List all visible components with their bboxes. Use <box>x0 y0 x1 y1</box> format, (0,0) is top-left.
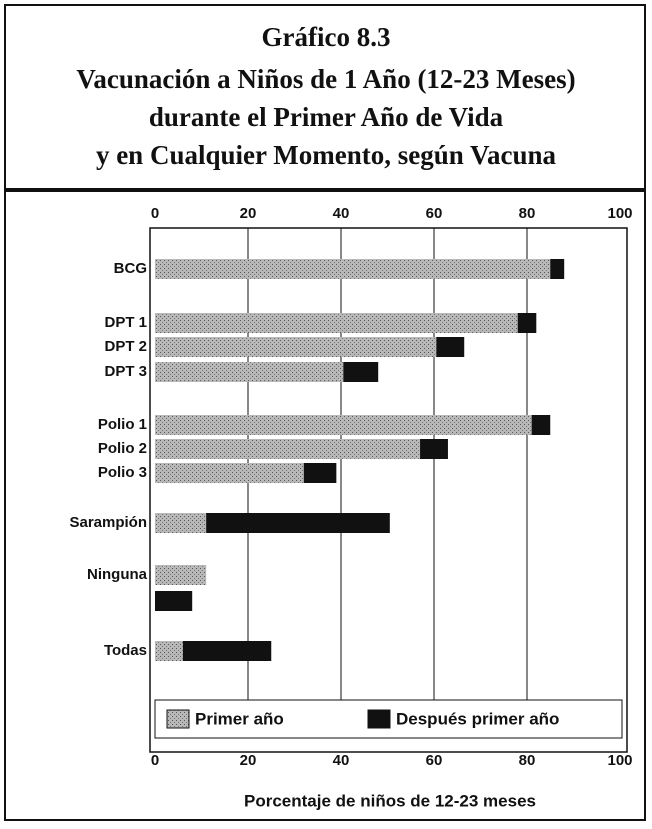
chart-title: Vacunación a Niños de 1 Año (12-23 Meses… <box>76 64 575 94</box>
x-tick-label: 40 <box>333 752 350 769</box>
bar <box>155 591 193 611</box>
bar <box>343 362 379 382</box>
x-axis-label: Porcentaje de niños de 12-23 meses <box>244 791 536 810</box>
bar <box>155 565 207 585</box>
plot-frame <box>149 227 628 753</box>
bar <box>436 337 465 357</box>
bar <box>517 313 537 333</box>
bar <box>206 513 390 533</box>
chart-title: y en Cualquier Momento, según Vacuna <box>96 140 557 170</box>
y-tick-label: DPT 3 <box>104 363 147 380</box>
y-tick-label: DPT 1 <box>104 314 147 331</box>
x-tick-label: 40 <box>333 205 350 222</box>
y-tick-label: Sarampión <box>69 514 147 531</box>
x-tick-label: 20 <box>240 752 257 769</box>
x-tick-label: 0 <box>151 752 159 769</box>
bar <box>531 415 551 435</box>
y-tick-label: Polio 2 <box>98 440 147 457</box>
bar <box>155 313 518 333</box>
bar <box>155 362 344 382</box>
legend-swatch <box>367 709 391 729</box>
bar <box>182 641 272 661</box>
y-tick-label: Polio 1 <box>98 416 147 433</box>
bar <box>420 439 448 459</box>
bar <box>155 415 532 435</box>
x-tick-label: 80 <box>519 205 536 222</box>
x-tick-label: 60 <box>426 752 443 769</box>
y-tick-label: Ninguna <box>87 566 148 583</box>
x-tick-label: 60 <box>426 205 443 222</box>
legend-label: Después primer año <box>396 709 559 728</box>
legend-swatch <box>166 709 190 729</box>
x-tick-label: 100 <box>607 205 632 222</box>
bar <box>550 259 565 279</box>
y-tick-label: BCG <box>114 260 147 277</box>
outer-border <box>4 4 646 821</box>
bar <box>155 463 304 483</box>
x-tick-label: 20 <box>240 205 257 222</box>
bar <box>155 513 207 533</box>
bar <box>155 439 421 459</box>
x-tick-label: 100 <box>607 752 632 769</box>
x-tick-label: 80 <box>519 752 536 769</box>
bar <box>303 463 337 483</box>
chart-title: durante el Primer Año de Vida <box>149 102 504 132</box>
chart-title: Gráfico 8.3 <box>262 22 391 52</box>
y-tick-label: Polio 3 <box>98 464 147 481</box>
y-tick-label: DPT 2 <box>104 338 147 355</box>
bar <box>155 259 551 279</box>
bar <box>155 641 183 661</box>
x-tick-label: 0 <box>151 205 159 222</box>
bar <box>155 337 437 357</box>
legend-label: Primer año <box>195 709 284 728</box>
y-tick-label: Todas <box>104 642 147 659</box>
